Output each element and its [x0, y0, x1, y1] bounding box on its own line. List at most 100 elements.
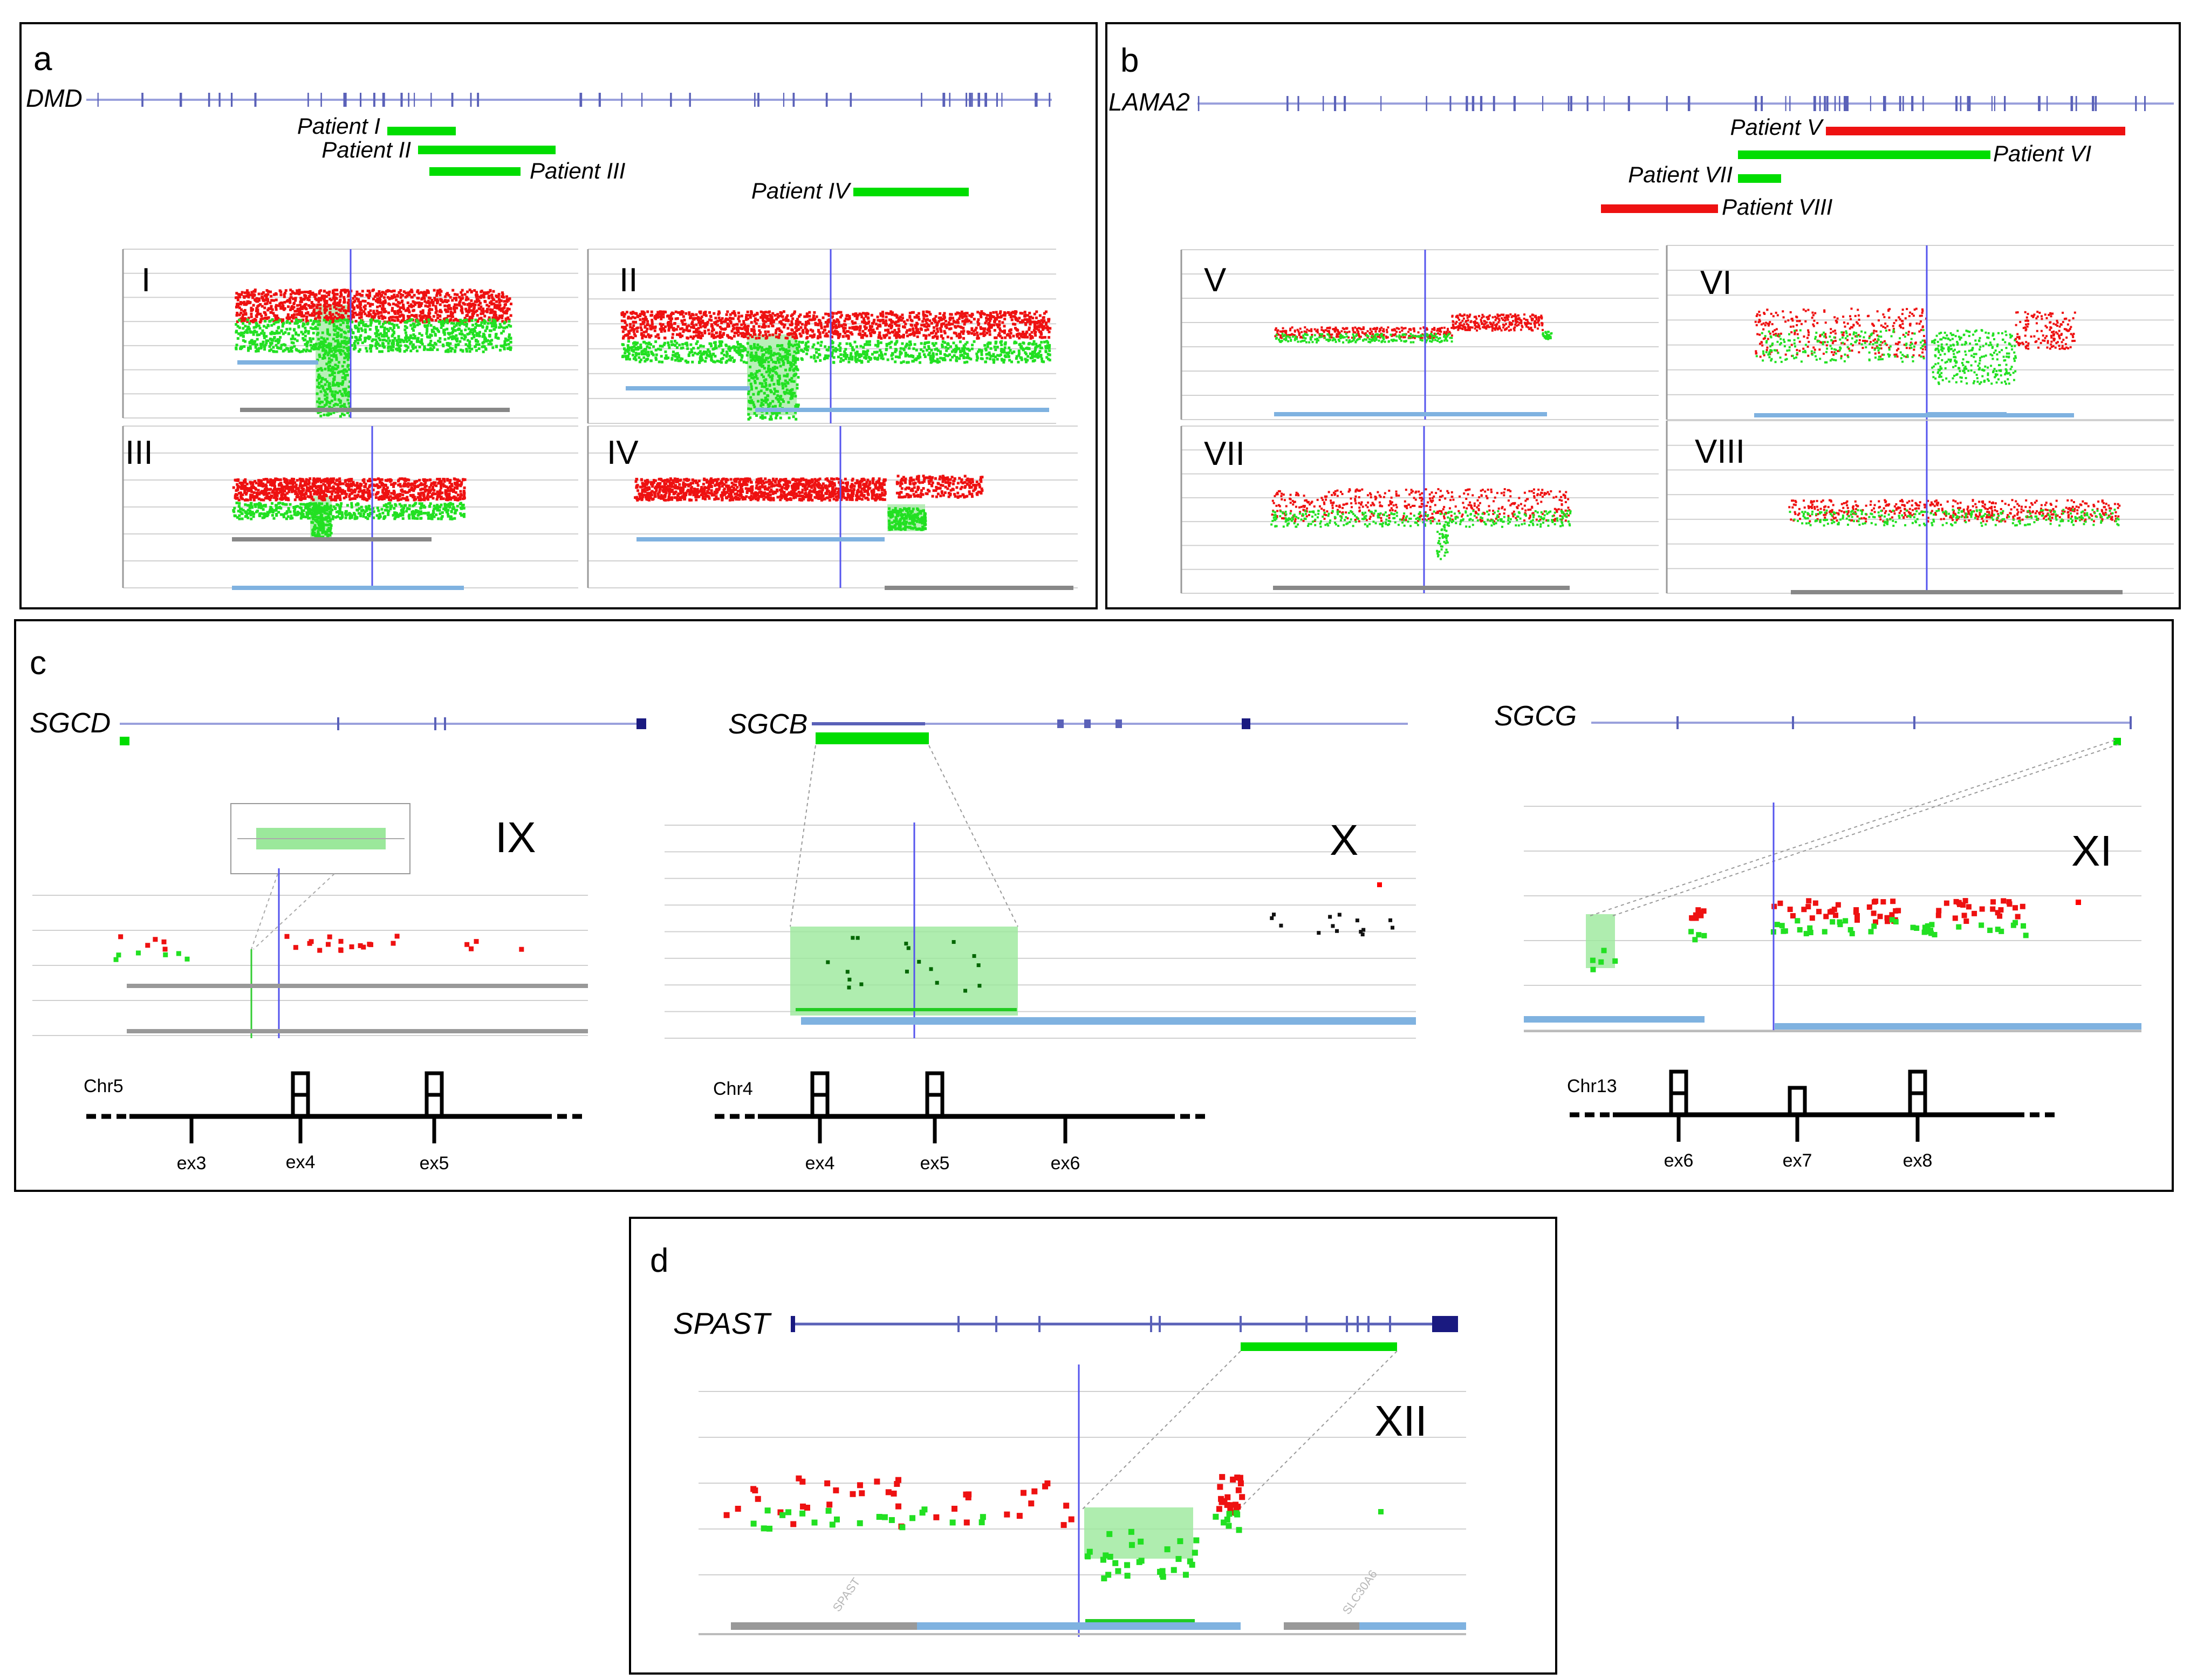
- probe-point: [915, 328, 919, 331]
- probe-point: [339, 323, 343, 326]
- probe-point: [871, 330, 874, 333]
- probe-point: [679, 335, 682, 339]
- probe-point: [747, 325, 750, 328]
- probe-point: [347, 291, 351, 294]
- probe-point: [645, 342, 648, 345]
- probe-point: [943, 341, 947, 344]
- probe-point: [340, 335, 343, 338]
- probe-point: [788, 349, 791, 353]
- probe-point: [732, 345, 735, 348]
- probe-point: [265, 302, 269, 305]
- probe-point: [369, 324, 372, 327]
- probe-point: [254, 290, 257, 293]
- probe-point: [642, 331, 646, 334]
- probe-point: [236, 296, 239, 299]
- probe-point: [732, 360, 735, 363]
- probe-point: [494, 324, 497, 327]
- probe-point: [338, 316, 341, 319]
- probe-point: [788, 353, 791, 356]
- probe-point: [461, 349, 464, 353]
- probe-point: [344, 353, 347, 356]
- probe-point: [814, 323, 817, 326]
- probe-point: [806, 335, 809, 339]
- probe-point: [697, 352, 701, 355]
- probe-point: [383, 338, 386, 341]
- probe-point: [672, 327, 675, 330]
- probe-point: [368, 291, 372, 294]
- probe-point: [283, 293, 286, 296]
- probe-point: [926, 341, 929, 344]
- probe-point: [355, 338, 359, 341]
- probe-point: [255, 310, 258, 313]
- probe-point: [1046, 341, 1050, 344]
- probe-point: [357, 306, 360, 309]
- probe-point: [413, 335, 416, 338]
- probe-point: [503, 306, 506, 309]
- probe-point: [282, 349, 285, 353]
- probe-point: [435, 294, 439, 297]
- probe-point: [982, 334, 985, 337]
- probe-point: [1044, 310, 1048, 313]
- probe-point: [777, 352, 780, 355]
- probe-point: [482, 332, 485, 335]
- probe-point: [894, 360, 897, 364]
- probe-point: [314, 342, 318, 346]
- probe-point: [360, 308, 363, 312]
- probe-point: [503, 321, 507, 324]
- probe-point: [945, 349, 948, 352]
- probe-point: [780, 358, 783, 361]
- probe-point: [731, 312, 734, 315]
- probe-point: [458, 324, 461, 327]
- probe-point: [392, 326, 395, 330]
- probe-point: [834, 324, 837, 327]
- probe-point: [702, 353, 705, 356]
- probe-point: [888, 312, 891, 316]
- probe-point: [246, 328, 249, 331]
- probe-point: [293, 338, 297, 341]
- probe-point: [399, 306, 402, 310]
- probe-point: [941, 337, 944, 340]
- exon-mark: [97, 93, 99, 107]
- probe-point: [269, 332, 272, 335]
- probe-point: [271, 308, 274, 311]
- probe-point: [1042, 316, 1045, 319]
- probe-point: [820, 340, 823, 344]
- probe-point: [449, 314, 452, 318]
- probe-point: [1048, 344, 1051, 347]
- probe-point: [758, 329, 761, 332]
- probe-point: [407, 307, 410, 310]
- probe-point: [1026, 335, 1029, 339]
- probe-point: [488, 318, 491, 321]
- probe-point: [866, 317, 870, 320]
- probe-point: [1031, 360, 1035, 363]
- probe-point: [289, 299, 292, 303]
- probe-point: [761, 417, 764, 420]
- probe-point: [320, 294, 324, 298]
- probe-point: [448, 332, 451, 335]
- probe-point: [493, 306, 496, 309]
- probe-point: [468, 342, 471, 345]
- probe-point: [421, 320, 425, 324]
- probe-point: [633, 333, 636, 336]
- probe-point: [775, 335, 778, 339]
- probe-point: [333, 300, 337, 304]
- probe-point: [753, 380, 756, 383]
- probe-point: [913, 334, 916, 337]
- probe-point: [358, 336, 361, 339]
- probe-point: [926, 311, 929, 314]
- probe-point: [262, 299, 265, 302]
- probe-point: [784, 351, 787, 354]
- probe-point: [339, 400, 343, 403]
- probe-point: [877, 319, 880, 322]
- probe-point: [1037, 328, 1041, 332]
- probe-point: [509, 325, 512, 328]
- probe-point: [793, 367, 797, 371]
- probe-point: [416, 339, 420, 342]
- probe-point: [871, 325, 874, 328]
- probe-point: [371, 303, 374, 306]
- probe-point: [367, 301, 370, 305]
- probe-point: [713, 341, 716, 345]
- probe-point: [396, 310, 400, 313]
- probe-point: [487, 291, 490, 294]
- probe-point: [1037, 320, 1041, 323]
